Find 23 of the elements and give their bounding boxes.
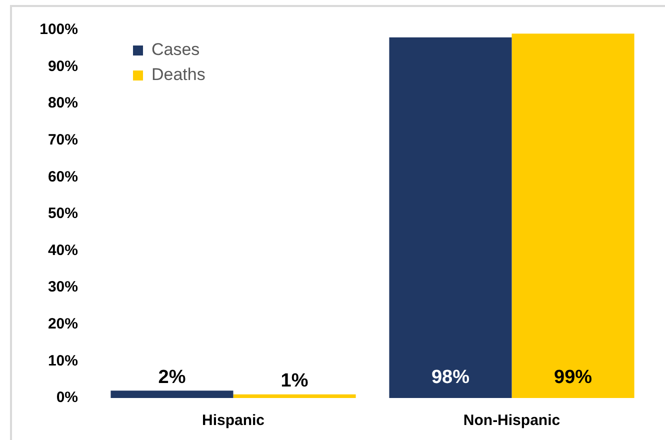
- legend-label: Cases: [152, 40, 200, 60]
- x-tick-label: Non-Hispanic: [463, 412, 560, 430]
- data-label: 99%: [554, 367, 592, 388]
- y-tick-label: 60%: [48, 168, 78, 186]
- y-tick-label: 20%: [48, 316, 78, 333]
- y-tick-label: 10%: [48, 352, 78, 370]
- y-tick-label: 50%: [48, 205, 78, 222]
- x-tick-label: Hispanic: [202, 412, 265, 430]
- bar: [233, 394, 356, 398]
- y-tick-label: 40%: [48, 242, 78, 259]
- y-tick-label: 30%: [48, 278, 78, 296]
- y-tick-label: 90%: [48, 58, 78, 75]
- legend-label: Deaths: [152, 65, 206, 84]
- y-tick-label: 70%: [48, 132, 78, 149]
- data-label: 2%: [158, 366, 186, 388]
- data-label: 98%: [431, 367, 470, 388]
- data-label: 1%: [280, 370, 308, 392]
- y-tick-label: 0%: [56, 389, 78, 406]
- bar: [389, 37, 512, 398]
- y-tick-label: 80%: [48, 94, 78, 112]
- bar: [110, 390, 234, 398]
- bar: [512, 34, 634, 398]
- y-tick-label: 100%: [40, 21, 78, 38]
